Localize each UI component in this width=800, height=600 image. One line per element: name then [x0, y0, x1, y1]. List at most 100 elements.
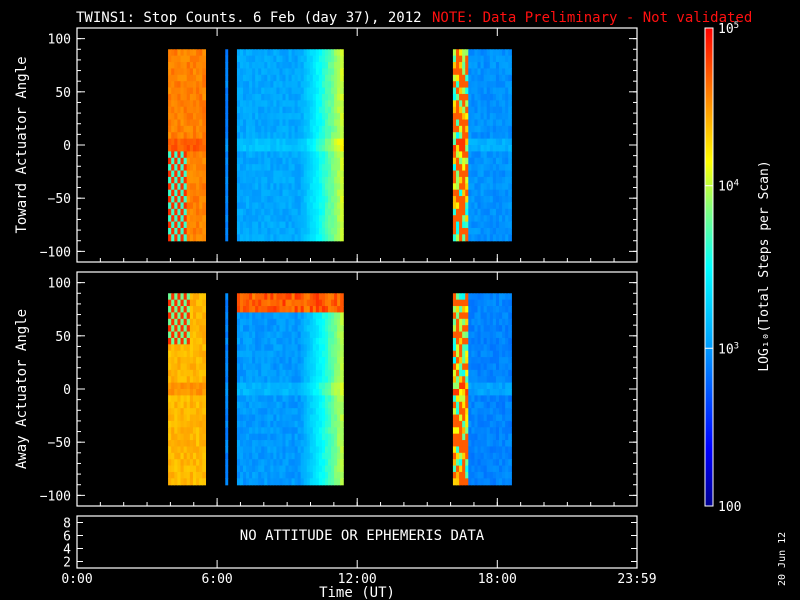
heatmap-cell-p0-s3 — [468, 145, 472, 152]
heatmap-cell-p1-s2 — [276, 293, 281, 301]
heatmap-cell-p0-s3 — [468, 138, 472, 146]
heatmap-cell-p0-s2 — [337, 221, 341, 229]
heatmap-cell-p0-s2 — [276, 106, 281, 114]
heatmap-cell-p0-s2 — [312, 87, 317, 95]
heatmap-cell-p0-s0 — [192, 100, 197, 108]
heatmap-cell-p0-s2 — [267, 227, 271, 235]
heatmap-cell-p0-s0 — [180, 106, 185, 114]
heatmap-cell-p0-s3 — [508, 176, 512, 184]
heatmap-cell-p1-s0 — [180, 306, 185, 314]
heatmap-cell-p0-s0 — [174, 176, 178, 184]
heatmap-cell-p0-s3 — [477, 215, 482, 223]
heatmap-cell-p0-s2 — [328, 125, 332, 133]
heatmap-cell-p1-s0 — [168, 452, 172, 460]
heatmap-cell-p1-s3 — [508, 427, 512, 435]
heatmap-cell-p1-s3 — [459, 306, 463, 314]
heatmap-cell-p0-s0 — [192, 125, 197, 133]
heatmap-cell-p1-s0 — [183, 331, 188, 339]
heatmap-cell-p1-s3 — [471, 344, 476, 352]
heatmap-cell-p1-s2 — [306, 433, 311, 441]
heatmap-cell-p0-s3 — [505, 119, 509, 127]
heatmap-cell-p1-s2 — [282, 357, 287, 365]
heatmap-cell-p0-s0 — [202, 221, 207, 229]
heatmap-cell-p1-s2 — [249, 376, 253, 384]
heatmap-cell-p1-s3 — [465, 363, 469, 371]
heatmap-cell-p0-s2 — [297, 208, 302, 216]
colorbar-label: LOG₁₀(Total Steps per Scan) — [757, 160, 772, 371]
heatmap-cell-p0-s2 — [258, 125, 262, 133]
heatmap-cell-p1-s2 — [291, 363, 296, 371]
heatmap-cell-p0-s0 — [199, 125, 203, 133]
heatmap-cell-p0-s2 — [249, 106, 253, 114]
heatmap-cell-p0-s3 — [486, 227, 491, 235]
heatmap-cell-p0-s2 — [261, 215, 265, 223]
heatmap-cell-p1-s2 — [309, 350, 314, 358]
heatmap-cell-p0-s2 — [276, 176, 281, 184]
heatmap-cell-p0-s3 — [502, 170, 506, 178]
heatmap-cell-p1-s0 — [186, 376, 191, 384]
heatmap-cell-p1-s3 — [459, 344, 463, 352]
heatmap-cell-p1-s2 — [246, 395, 250, 403]
heatmap-cell-p0-s2 — [300, 189, 305, 197]
heatmap-cell-p1-s2 — [331, 395, 335, 403]
heatmap-cell-p0-s2 — [267, 132, 271, 140]
heatmap-cell-p0-s2 — [276, 113, 281, 121]
heatmap-cell-p1-s2 — [249, 465, 253, 473]
heatmap-cell-p1-s2 — [297, 427, 302, 435]
heatmap-cell-p1-s3 — [471, 331, 476, 339]
heatmap-cell-p1-s2 — [294, 420, 299, 428]
heatmap-cell-p0-s3 — [489, 125, 494, 133]
heatmap-cell-p0-s3 — [495, 55, 500, 63]
heatmap-cell-p0-s2 — [267, 151, 271, 159]
heatmap-cell-p1-s2 — [300, 331, 305, 339]
heatmap-cell-p0-s2 — [309, 93, 314, 101]
heatmap-cell-p0-s3 — [508, 138, 512, 146]
heatmap-cell-p1-s2 — [267, 471, 271, 479]
heatmap-cell-p1-s3 — [471, 427, 476, 435]
heatmap-cell-p0-s2 — [270, 176, 274, 184]
heatmap-cell-p0-s3 — [459, 132, 463, 140]
heatmap-cell-p1-s2 — [264, 389, 268, 396]
heatmap-cell-p0-s0 — [177, 87, 182, 95]
heatmap-cell-p1-s3 — [480, 350, 485, 358]
heatmap-cell-p1-s2 — [267, 337, 271, 345]
heatmap-cell-p1-s2 — [312, 401, 317, 409]
heatmap-cell-p1-s3 — [508, 478, 512, 486]
heatmap-cell-p0-s3 — [492, 49, 497, 57]
heatmap-cell-p1-s2 — [279, 478, 284, 486]
heatmap-cell-p0-s0 — [202, 170, 207, 178]
heatmap-cell-p0-s0 — [171, 196, 175, 204]
heatmap-cell-p1-s0 — [189, 350, 194, 358]
heatmap-cell-p0-s0 — [199, 93, 203, 101]
heatmap-cell-p0-s2 — [236, 132, 241, 140]
heatmap-cell-p0-s2 — [243, 119, 247, 127]
heatmap-cell-p0-s2 — [321, 113, 326, 121]
heatmap-cell-p1-s0 — [183, 357, 188, 365]
heatmap-cell-p1-s3 — [489, 478, 494, 486]
heatmap-cell-p0-s0 — [183, 74, 188, 82]
heatmap-cell-p1-s0 — [177, 433, 182, 441]
heatmap-cell-p1-s2 — [267, 376, 271, 384]
heatmap-cell-p0-s0 — [199, 138, 203, 146]
heatmap-cell-p1-s2 — [270, 344, 274, 352]
heatmap-cell-p0-s1 — [225, 119, 229, 127]
heatmap-cell-p1-s2 — [334, 471, 338, 479]
heatmap-cell-p0-s2 — [340, 145, 344, 152]
heatmap-cell-p0-s1 — [225, 208, 229, 216]
heatmap-cell-p1-s2 — [270, 440, 274, 448]
heatmap-cell-p1-s2 — [279, 414, 284, 422]
heatmap-cell-p0-s3 — [495, 132, 500, 140]
heatmap-cell-p1-s0 — [177, 350, 182, 358]
heatmap-cell-p0-s2 — [255, 221, 259, 229]
heatmap-cell-p0-s2 — [285, 157, 290, 165]
heatmap-cell-p0-s2 — [261, 183, 265, 191]
heatmap-cell-p0-s3 — [471, 113, 476, 121]
heatmap-cell-p0-s2 — [340, 176, 344, 184]
heatmap-cell-p0-s2 — [300, 138, 305, 146]
heatmap-cell-p1-s3 — [462, 363, 466, 371]
heatmap-cell-p1-s2 — [236, 414, 241, 422]
heatmap-cell-p1-s3 — [465, 350, 469, 358]
heatmap-cell-p1-s2 — [246, 408, 250, 416]
heatmap-cell-p1-s2 — [264, 382, 268, 390]
heatmap-cell-p1-s3 — [456, 389, 460, 396]
